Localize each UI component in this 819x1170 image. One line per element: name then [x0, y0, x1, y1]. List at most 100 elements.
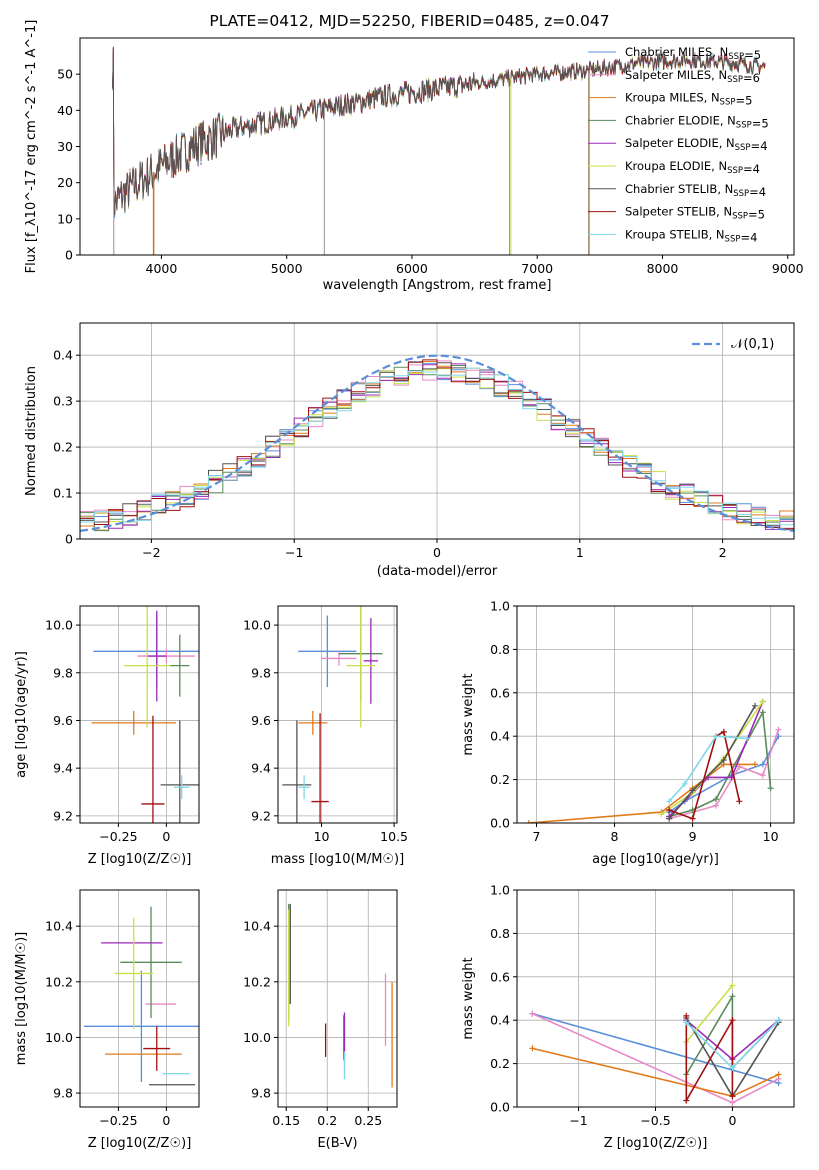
x-tick-label: −0.5 [640, 1113, 670, 1128]
y-tick-label: 10.0 [45, 1030, 73, 1045]
y-axis-label: age [log10(age/yr)] [14, 651, 29, 778]
weight-line [532, 1012, 779, 1084]
weight-marker [529, 1045, 536, 1052]
x-tick-label: 8 [611, 829, 619, 844]
y-tick-label: 9.6 [251, 713, 271, 728]
x-tick-label: 0 [162, 829, 170, 844]
weight-marker [759, 761, 766, 768]
weight-marker [689, 787, 696, 794]
x-tick-label: 10 [763, 829, 779, 844]
weight-line [668, 705, 756, 820]
y-tick-label: 0.4 [490, 1013, 510, 1028]
axes-frame [277, 889, 398, 1108]
x-axis-label: E(B-V) [317, 1136, 357, 1151]
y-tick-label: 40 [57, 103, 73, 118]
axes-frame [516, 889, 795, 1108]
weight-marker [729, 1093, 736, 1100]
y-tick-label: 9.6 [53, 713, 73, 728]
weight-marker [744, 735, 751, 742]
y-tick-label: 0 [65, 248, 73, 263]
y-axis-label: Normed distribution [24, 366, 39, 496]
y-tick-label: 30 [57, 139, 73, 154]
weight-line [528, 763, 755, 823]
x-tick-label: 0.25 [354, 1113, 382, 1128]
y-tick-label: 9.8 [53, 665, 73, 680]
weight-marker [683, 1097, 690, 1104]
chart-residuals: −2 −1 0 1 2 0 0.1 0.2 0.3 0.4 (data-model)/error No… [24, 322, 795, 579]
y-tick-label: 0.0 [490, 816, 510, 831]
weight-marker [751, 761, 758, 768]
x-tick-label: 8000 [647, 261, 679, 276]
legend-label: Chabrier STELIB, NSSP=4 [625, 182, 766, 199]
weight-marker [729, 982, 736, 989]
y-tick-label: 9.4 [251, 761, 271, 776]
x-axis-label: wavelength [Angstrom, rest frame] [323, 278, 552, 293]
weight-marker [720, 757, 727, 764]
y-tick-label: 0.2 [490, 772, 510, 787]
y-tick-label: 9.8 [251, 665, 271, 680]
axes-frame [79, 37, 795, 256]
legend-label: Chabrier MILES, NSSP=5 [625, 45, 761, 62]
x-tick-label: 9000 [772, 261, 804, 276]
plot-area-residuals [80, 354, 794, 535]
y-axis-label: mass weight [461, 957, 476, 1039]
weight-marker [767, 785, 774, 792]
legend-label: 𝒩(0,1) [731, 337, 774, 352]
x-tick-label: −0.25 [99, 829, 137, 844]
x-tick-label: 5000 [271, 261, 303, 276]
y-tick-label: 0.8 [490, 926, 510, 941]
plot-area-age_vs_mass [282, 606, 383, 823]
y-tick-label: 0.4 [53, 348, 73, 363]
y-tick-label: 10.2 [243, 974, 271, 989]
chart-mass_vs_Z: −0.25 0 9.8 10.0 10.2 10.4 Z [log10(Z/Z☉)] mass… [14, 889, 200, 1151]
x-axis-label: (data-model)/error [377, 564, 498, 579]
x-tick-label: 7000 [521, 261, 553, 276]
y-tick-label: 0.1 [53, 486, 73, 501]
weight-marker [736, 798, 743, 805]
weight-marker [658, 811, 665, 818]
x-tick-label: 6000 [396, 261, 428, 276]
axes-frame [277, 605, 398, 824]
legend-label: Salpeter STELIB, NSSP=5 [625, 205, 765, 222]
axes-frame [79, 889, 200, 1108]
x-tick-label: 0 [433, 545, 441, 560]
y-tick-label: 0.2 [53, 440, 73, 455]
x-tick-label: −1 [285, 545, 303, 560]
weight-line [668, 735, 748, 802]
y-tick-label: 10.2 [45, 974, 73, 989]
weight-marker [681, 780, 688, 787]
weight-marker [751, 702, 758, 709]
plot-area-mass_vs_Z [83, 906, 199, 1086]
axes-frame [516, 605, 795, 824]
legend-label: Kroupa ELODIE, NSSP=4 [625, 159, 760, 176]
weight-marker [729, 1017, 736, 1024]
chart-spectrum: 4000 5000 6000 7000 8000 9000 0 10 20 30 40 50 wavel… [24, 20, 804, 293]
weight-marker [525, 820, 532, 823]
plot-area-spectrum [112, 46, 766, 255]
y-tick-label: 9.8 [251, 1086, 271, 1101]
weight-marker [729, 993, 736, 1000]
y-tick-label: 9.2 [53, 808, 73, 823]
weight-marker [775, 1017, 782, 1024]
x-tick-label: 10.5 [380, 829, 408, 844]
weight-marker [666, 815, 673, 822]
plot-area-weight_vs_Z [529, 982, 782, 1106]
x-tick-label: 1 [576, 545, 584, 560]
x-axis-label: age [log10(age/yr)] [592, 852, 719, 867]
x-tick-label: 0 [162, 1113, 170, 1128]
weight-marker [759, 709, 766, 716]
y-tick-label: 9.2 [251, 808, 271, 823]
weight-marker [729, 1064, 736, 1071]
weight-marker [712, 796, 719, 803]
y-tick-label: 10.4 [45, 919, 73, 934]
chart-mass_vs_ebv: 0.15 0.2 0.25 9.8 10.0 10.2 10.4 E(B-V) [243, 889, 398, 1151]
x-axis-label: Z [log10(Z/Z☉)] [88, 852, 192, 867]
y-tick-label: 0.6 [490, 969, 510, 984]
y-tick-label: 10.0 [243, 618, 271, 633]
chart-weight_vs_age: 7 8 9 10 0.0 0.2 0.4 0.6 0.8 1.0 age [log10(age/yr… [461, 599, 795, 867]
weight-marker [775, 1071, 782, 1078]
y-tick-label: 0 [65, 532, 73, 547]
y-tick-label: 10 [57, 211, 73, 226]
y-tick-label: 9.8 [53, 1086, 73, 1101]
